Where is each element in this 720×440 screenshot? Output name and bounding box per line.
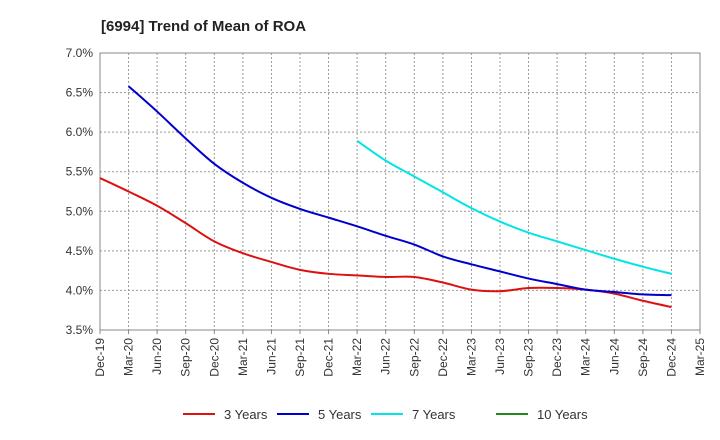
legend-label: 5 Years	[318, 407, 362, 422]
x-tick-label: Sep-20	[179, 338, 193, 377]
x-tick-label: Jun-23	[493, 338, 507, 375]
x-tick-label: Mar-20	[122, 338, 136, 376]
x-tick-label: Dec-19	[93, 338, 107, 377]
legend-label: 10 Years	[537, 407, 588, 422]
y-tick-label: 7.0%	[66, 46, 94, 60]
y-tick-label: 3.5%	[66, 323, 94, 337]
x-tick-label: Dec-23	[550, 338, 564, 377]
y-tick-label: 6.5%	[66, 86, 94, 100]
x-tick-label: Sep-22	[407, 338, 421, 377]
legend-label: 7 Years	[412, 407, 456, 422]
x-tick-label: Dec-20	[207, 338, 221, 377]
x-tick-label: Jun-21	[264, 338, 278, 375]
x-tick-label: Sep-23	[522, 338, 536, 377]
x-tick-label: Dec-22	[436, 338, 450, 377]
x-tick-label: Mar-21	[236, 338, 250, 376]
x-tick-label: Dec-24	[664, 338, 678, 377]
x-tick-label: Mar-24	[579, 338, 593, 376]
y-tick-label: 5.0%	[66, 204, 94, 218]
series-layer	[99, 85, 672, 309]
y-tick-label: 4.5%	[66, 244, 94, 258]
y-tick-label: 6.0%	[66, 125, 94, 139]
y-axis-ticks: 7.0% 6.5% 6.0% 5.5% 5.0% 4.5% 4.0% 3.5%	[66, 46, 94, 337]
grid-layer	[100, 52, 700, 331]
legend-label: 3 Years	[224, 407, 268, 422]
x-tick-label: Jun-22	[379, 338, 393, 375]
series-line-5-years	[127, 85, 672, 297]
x-tick-label: Jun-20	[150, 338, 164, 375]
chart-title: [6994] Trend of Mean of ROA	[101, 18, 306, 35]
plot-area-frame	[99, 52, 701, 331]
y-tick-label: 4.0%	[66, 283, 94, 297]
x-tick-label: Jun-24	[607, 338, 621, 375]
x-tick-label: Mar-25	[693, 338, 707, 376]
x-tick-label: Mar-23	[464, 338, 478, 376]
x-tick-label: Sep-21	[293, 338, 307, 377]
x-axis-ticks: Dec-19 Mar-20 Jun-20 Sep-20 Dec-20 Mar-21 Jun-…	[93, 330, 707, 377]
legend: 3 Years 5 Years 7 Years 10 Years	[183, 407, 588, 422]
y-tick-label: 5.5%	[66, 165, 94, 179]
x-tick-label: Sep-24	[636, 338, 650, 377]
series-line-7-years	[356, 140, 672, 275]
x-tick-label: Dec-21	[322, 338, 336, 377]
x-tick-label: Mar-22	[350, 338, 364, 376]
